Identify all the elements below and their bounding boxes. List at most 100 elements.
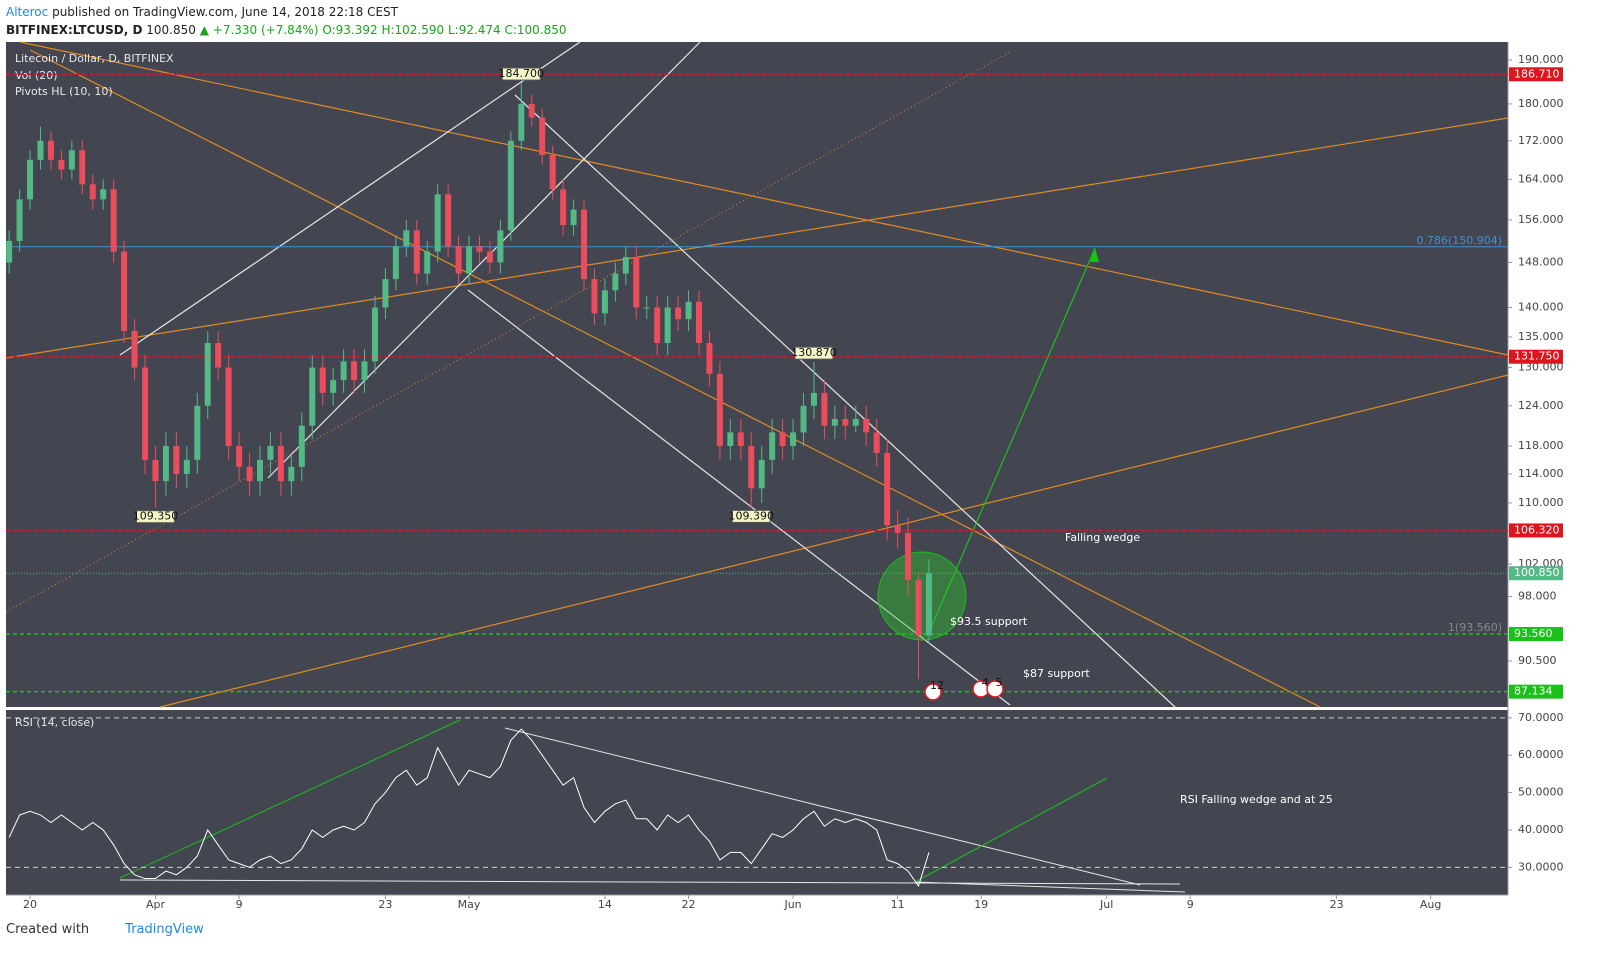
candle-body <box>581 209 588 280</box>
candle-body <box>800 405 807 433</box>
rsi-title: RSI (14, close) <box>15 716 94 729</box>
x-tick-label: 14 <box>598 898 612 911</box>
candle-body <box>549 155 556 190</box>
candle-body <box>737 432 744 447</box>
fib-label: 0.786(150.904) <box>1416 234 1502 247</box>
highlight-circle <box>877 551 967 641</box>
trend-line <box>504 727 1141 886</box>
rsi-pane <box>6 710 1508 895</box>
x-tick-label: Jul <box>1099 898 1113 911</box>
level-label: 87.134 <box>1514 685 1553 698</box>
candle-body <box>758 459 765 489</box>
candle-body <box>842 419 849 426</box>
chart-title: Litecoin / Dollar, D, BITFINEX <box>15 52 174 65</box>
candle-body <box>664 307 671 344</box>
event-label: 4 <box>982 676 989 689</box>
footer: Created with TradingView <box>6 922 204 937</box>
event-label: 12 <box>930 679 944 692</box>
level-tag <box>1509 523 1563 538</box>
annotation: $87 support <box>1023 667 1090 680</box>
candle-body <box>915 580 922 636</box>
rsi-line <box>8 728 930 888</box>
candle-body <box>403 230 410 247</box>
candle-body <box>6 240 13 263</box>
candle-body <box>810 392 817 406</box>
candle-body <box>47 140 54 160</box>
pivot-label: 109.390 <box>729 509 775 522</box>
fib-label: 1(93.560) <box>1448 621 1502 634</box>
y-tick-label: 156.000 <box>1518 213 1564 226</box>
trend-line <box>267 41 701 479</box>
candle-body <box>497 230 504 263</box>
level-label: 93.560 <box>1514 627 1553 640</box>
arrow <box>119 719 461 879</box>
candle-body <box>727 432 734 447</box>
rsi-tick-label: 30.0000 <box>1518 860 1564 873</box>
indicator-label: Pivots HL (10, 10) <box>15 85 113 98</box>
candle-body <box>769 432 776 460</box>
candle-body <box>894 525 901 533</box>
pivot-tag <box>135 510 175 524</box>
y-tick-label: 164.000 <box>1518 172 1564 185</box>
published: published on TradingView.com, June 14, 2… <box>52 5 398 19</box>
candle-body <box>277 446 284 482</box>
candle-body <box>246 466 253 482</box>
candle-body <box>455 246 462 274</box>
candle-body <box>643 307 650 309</box>
candle-body <box>528 103 535 118</box>
y-tick-label: 148.000 <box>1518 256 1564 269</box>
candle-body <box>863 419 870 433</box>
candle-body <box>58 159 65 170</box>
candle-body <box>884 452 891 526</box>
x-tick-label: 22 <box>682 898 696 911</box>
last-price-tag <box>1509 566 1563 581</box>
candle-body <box>110 189 117 252</box>
candle-body <box>121 251 128 332</box>
candle-body <box>790 432 797 447</box>
y-tick-label: 172.000 <box>1518 134 1564 147</box>
y-tick-label: 135.000 <box>1518 330 1564 343</box>
pivot-tag <box>794 346 834 360</box>
y-tick-label: 190.000 <box>1518 53 1564 66</box>
candle-body <box>100 189 107 200</box>
x-tick-label: 23 <box>378 898 392 911</box>
candle-body <box>925 573 932 636</box>
candle-body <box>79 150 86 185</box>
candle-body <box>905 532 912 581</box>
candle-body <box>560 189 567 226</box>
candle-body <box>633 257 640 308</box>
brand[interactable]: TradingView <box>125 922 204 937</box>
candle-body <box>142 367 149 460</box>
candle-body <box>256 459 263 482</box>
candle-body <box>371 307 378 362</box>
y-tick-label: 98.000 <box>1518 589 1557 602</box>
candle-body <box>612 273 619 291</box>
pivot-label: 109.350 <box>133 510 179 523</box>
candle-body <box>476 246 483 252</box>
level-tag <box>1509 684 1563 699</box>
candle-body <box>434 194 441 252</box>
y-tick-label: 90.500 <box>1518 654 1557 667</box>
candle-body <box>361 361 368 381</box>
rsi-tick-label: 40.0000 <box>1518 823 1564 836</box>
x-tick-label: Jun <box>783 898 801 911</box>
candle-body <box>539 117 546 156</box>
candle-body <box>131 331 138 368</box>
arrow <box>929 247 1096 631</box>
ohlc: O:93.392 H:102.590 L:92.474 C:100.850 <box>322 23 567 37</box>
candle-body <box>152 459 159 482</box>
drawings <box>5 41 1509 893</box>
candle-body <box>622 257 629 274</box>
author[interactable]: Alteroc <box>6 5 49 19</box>
y-tick-label: 114.000 <box>1518 467 1564 480</box>
candle-body <box>162 446 169 482</box>
y-tick-label: 180.000 <box>1518 97 1564 110</box>
candle-body <box>215 343 222 368</box>
candle-body <box>685 301 692 320</box>
candle-body <box>466 246 473 274</box>
arrow-head <box>1090 248 1099 262</box>
candle-body <box>518 103 525 141</box>
candle-body <box>591 279 598 314</box>
x-tick-label: 19 <box>974 898 988 911</box>
candle-body <box>507 140 514 231</box>
